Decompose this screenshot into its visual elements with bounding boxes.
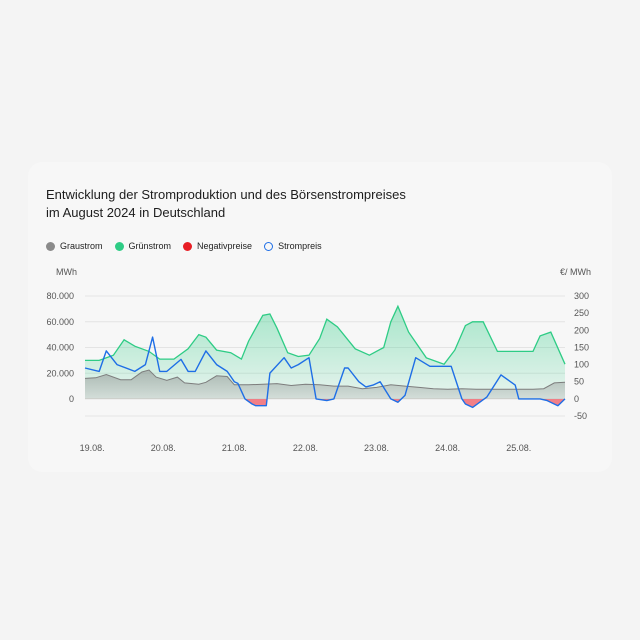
y-right-axis-label: €/ MWh — [560, 267, 591, 277]
legend-gruenstrom-label: Grünstrom — [128, 241, 172, 251]
legend-gruenstrom[interactable]: Grünstrom — [114, 241, 172, 251]
legend-strompreis-marker — [264, 241, 274, 251]
chart-card — [28, 162, 612, 472]
y-left-tick-label: 40.000 — [46, 343, 74, 353]
legend-gruenstrom-marker — [114, 241, 124, 251]
y-left-axis-label: MWh — [56, 267, 77, 277]
y-right-tick-label: 200 — [574, 325, 589, 335]
x-tick-label: 22.08. — [293, 443, 318, 453]
legend-negativpreise-marker — [183, 241, 193, 251]
chart-legend: Graustrom Grünstrom Negativpreise Stromp… — [46, 241, 322, 251]
legend-strompreis-label: Strompreis — [278, 241, 322, 251]
y-right-tick-label: 250 — [574, 308, 589, 318]
legend-graustrom[interactable]: Graustrom — [46, 241, 103, 251]
legend-graustrom-marker — [46, 241, 55, 251]
legend-strompreis[interactable]: Strompreis — [264, 241, 322, 251]
x-tick-label: 25.08. — [506, 443, 531, 453]
y-right-tick-label: 300 — [574, 291, 589, 301]
legend-graustrom-label: Graustrom — [60, 241, 103, 251]
chart-subtitle: im August 2024 in Deutschland — [46, 205, 226, 220]
y-left-tick-label: 20.000 — [46, 368, 74, 378]
x-tick-label: 21.08. — [222, 443, 247, 453]
graustrom-line — [84, 369, 566, 390]
negative-price-area — [85, 398, 565, 408]
x-tick-label: 23.08. — [364, 443, 389, 453]
gruenstrom-area — [85, 306, 565, 399]
y-right-tick-label: 150 — [574, 342, 589, 352]
legend-negativpreise-label: Negativpreise — [197, 241, 253, 251]
y-left-tick-label: 0 — [69, 394, 74, 404]
gruenstrom-line — [85, 304, 566, 365]
x-tick-label: 19.08. — [80, 443, 105, 453]
x-tick-label: 20.08. — [151, 443, 176, 453]
y-right-tick-label: -50 — [574, 411, 587, 421]
graustrom-area — [85, 370, 565, 399]
chart-title-line1: Entwicklung der Stromproduktion und des … — [46, 187, 406, 202]
y-right-tick-label: 0 — [574, 394, 579, 404]
legend-negativpreise[interactable]: Negativpreise — [183, 241, 252, 251]
y-left-tick-label: 60.000 — [46, 317, 74, 327]
y-right-tick-label: 50 — [574, 377, 584, 387]
y-right-tick-label: 100 — [574, 360, 589, 370]
y-left-tick-label: 80.000 — [46, 291, 74, 301]
chart-title: Entwicklung der Stromproduktion und des … — [46, 186, 406, 222]
strompreis-line — [84, 336, 566, 409]
x-tick-label: 24.08. — [435, 443, 460, 453]
